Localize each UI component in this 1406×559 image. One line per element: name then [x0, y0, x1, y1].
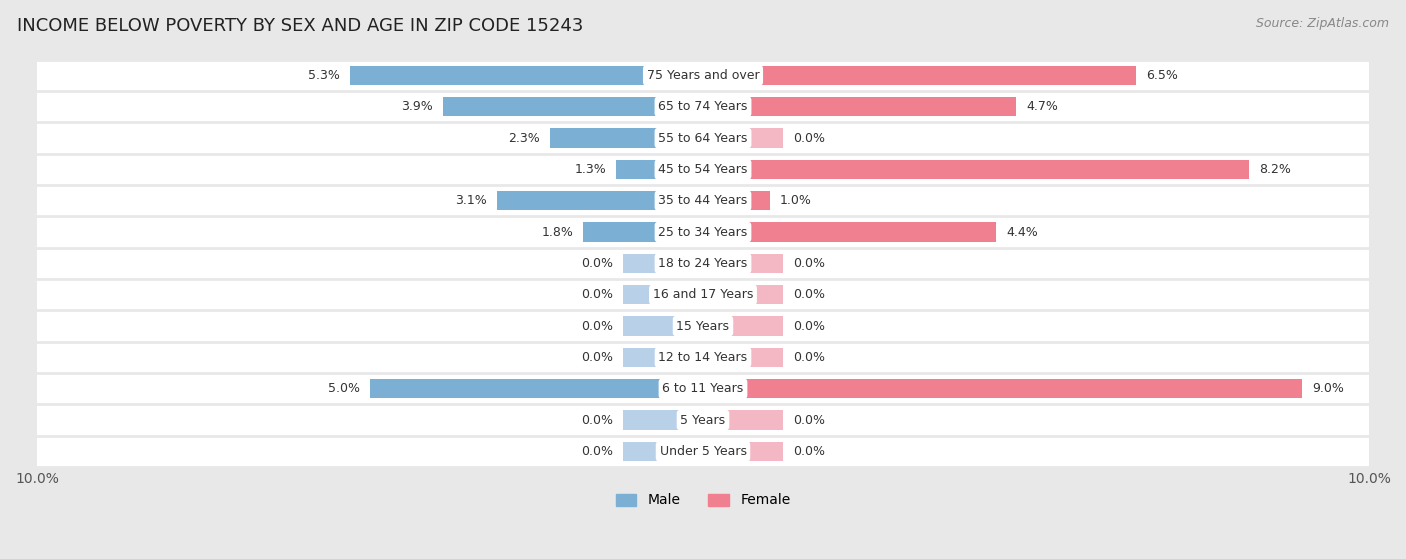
Text: 0.0%: 0.0% — [581, 288, 613, 301]
Text: 6 to 11 Years: 6 to 11 Years — [662, 382, 744, 395]
Text: 0.0%: 0.0% — [793, 257, 825, 270]
Text: 0.0%: 0.0% — [581, 445, 613, 458]
Bar — [583, 222, 703, 241]
Text: 16 and 17 Years: 16 and 17 Years — [652, 288, 754, 301]
Text: 45 to 54 Years: 45 to 54 Years — [658, 163, 748, 176]
Bar — [350, 65, 703, 85]
Bar — [623, 254, 703, 273]
FancyBboxPatch shape — [37, 342, 1369, 373]
Text: 4.4%: 4.4% — [1007, 225, 1038, 239]
FancyBboxPatch shape — [37, 185, 1369, 216]
Text: 6.5%: 6.5% — [1146, 69, 1178, 82]
Bar — [703, 160, 1249, 179]
Text: 0.0%: 0.0% — [793, 288, 825, 301]
Text: 0.0%: 0.0% — [581, 257, 613, 270]
Text: 12 to 14 Years: 12 to 14 Years — [658, 351, 748, 364]
FancyBboxPatch shape — [37, 91, 1369, 122]
Bar — [623, 285, 703, 305]
Bar — [550, 129, 703, 148]
FancyBboxPatch shape — [37, 216, 1369, 248]
Text: 0.0%: 0.0% — [793, 131, 825, 145]
Bar — [703, 254, 783, 273]
Text: 0.0%: 0.0% — [581, 320, 613, 333]
Text: 5 Years: 5 Years — [681, 414, 725, 427]
FancyBboxPatch shape — [37, 279, 1369, 310]
Bar — [496, 191, 703, 210]
Bar — [623, 442, 703, 461]
Text: Source: ZipAtlas.com: Source: ZipAtlas.com — [1256, 17, 1389, 30]
FancyBboxPatch shape — [37, 310, 1369, 342]
Text: 75 Years and over: 75 Years and over — [647, 69, 759, 82]
Text: 0.0%: 0.0% — [793, 351, 825, 364]
Legend: Male, Female: Male, Female — [610, 488, 796, 513]
Text: 5.3%: 5.3% — [308, 69, 340, 82]
FancyBboxPatch shape — [37, 122, 1369, 154]
Bar — [370, 379, 703, 399]
Text: 5.0%: 5.0% — [328, 382, 360, 395]
Bar — [703, 222, 995, 241]
Text: 0.0%: 0.0% — [793, 445, 825, 458]
Text: 65 to 74 Years: 65 to 74 Years — [658, 100, 748, 113]
FancyBboxPatch shape — [37, 435, 1369, 467]
Bar — [703, 348, 783, 367]
FancyBboxPatch shape — [37, 373, 1369, 404]
Bar — [616, 160, 703, 179]
Bar — [703, 316, 783, 336]
Text: 1.8%: 1.8% — [541, 225, 574, 239]
Bar — [703, 191, 769, 210]
FancyBboxPatch shape — [37, 154, 1369, 185]
Text: 25 to 34 Years: 25 to 34 Years — [658, 225, 748, 239]
Bar — [703, 97, 1017, 116]
Text: INCOME BELOW POVERTY BY SEX AND AGE IN ZIP CODE 15243: INCOME BELOW POVERTY BY SEX AND AGE IN Z… — [17, 17, 583, 35]
Text: 2.3%: 2.3% — [508, 131, 540, 145]
Bar — [703, 410, 783, 430]
Text: 0.0%: 0.0% — [581, 351, 613, 364]
Text: 35 to 44 Years: 35 to 44 Years — [658, 194, 748, 207]
Bar — [623, 410, 703, 430]
Text: 4.7%: 4.7% — [1026, 100, 1057, 113]
FancyBboxPatch shape — [37, 248, 1369, 279]
FancyBboxPatch shape — [37, 60, 1369, 91]
Text: 0.0%: 0.0% — [581, 414, 613, 427]
Text: 3.9%: 3.9% — [402, 100, 433, 113]
Text: 1.3%: 1.3% — [575, 163, 606, 176]
FancyBboxPatch shape — [37, 404, 1369, 435]
Bar — [623, 316, 703, 336]
Text: 18 to 24 Years: 18 to 24 Years — [658, 257, 748, 270]
Text: 55 to 64 Years: 55 to 64 Years — [658, 131, 748, 145]
Bar — [703, 379, 1302, 399]
Bar — [443, 97, 703, 116]
Text: 8.2%: 8.2% — [1260, 163, 1291, 176]
Text: 1.0%: 1.0% — [779, 194, 811, 207]
Text: 15 Years: 15 Years — [676, 320, 730, 333]
Text: Under 5 Years: Under 5 Years — [659, 445, 747, 458]
Bar — [703, 65, 1136, 85]
Bar — [623, 348, 703, 367]
Bar — [703, 285, 783, 305]
Text: 9.0%: 9.0% — [1312, 382, 1344, 395]
Text: 0.0%: 0.0% — [793, 320, 825, 333]
Text: 3.1%: 3.1% — [454, 194, 486, 207]
Text: 0.0%: 0.0% — [793, 414, 825, 427]
Bar — [703, 129, 783, 148]
Bar — [703, 442, 783, 461]
